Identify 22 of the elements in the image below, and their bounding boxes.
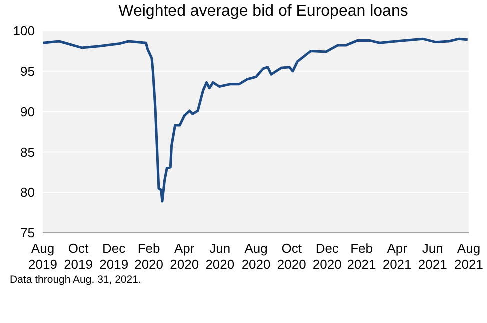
x-tick-label: Apr 2020: [170, 241, 200, 272]
x-tick-label: Feb 2020: [134, 241, 164, 272]
y-tick-label: 95: [20, 64, 35, 80]
chart-title: Weighted average bid of European loans: [118, 3, 410, 22]
y-tick-label: 85: [20, 144, 35, 160]
x-tick-label: Apr 2021: [382, 241, 412, 272]
text: Data through Aug. 31, 2021.: [10, 273, 142, 287]
y-tick-label: 80: [20, 185, 35, 200]
x-tick-label: Aug 2021: [454, 241, 484, 272]
x-tick-label: Aug 2020: [242, 241, 271, 272]
x-tick-label: Oct 2020: [277, 241, 306, 272]
x-tick-label: Aug 2019: [28, 241, 58, 272]
x-tick-label: Oct 2019: [64, 241, 94, 272]
y-tick-label: 90: [20, 104, 35, 120]
y-tick-label: 75: [20, 226, 35, 241]
x-tick-label: Jun 2020: [206, 241, 235, 272]
line-series: [43, 38, 469, 203]
x-tick-label: Feb 2021: [347, 241, 376, 272]
x-tick-label: Jun 2021: [418, 241, 448, 272]
x-tick-label: Dec 2020: [312, 241, 342, 272]
y-tick-label: 100: [13, 24, 35, 39]
x-tick-label: Dec 2019: [100, 241, 129, 272]
